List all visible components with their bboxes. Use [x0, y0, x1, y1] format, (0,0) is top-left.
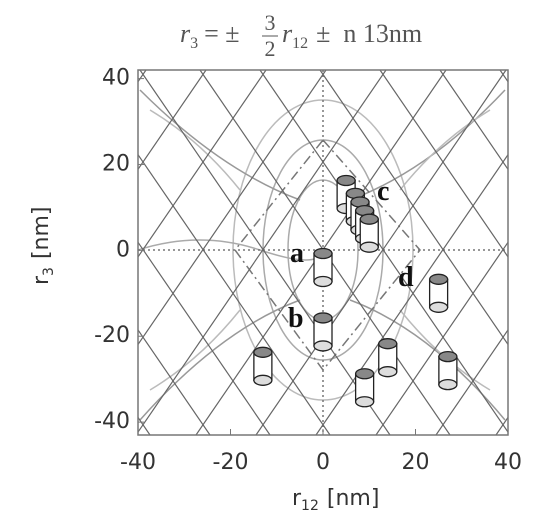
annotation: b [288, 303, 304, 334]
title-part: 12 [292, 35, 308, 52]
cylinder [314, 313, 332, 351]
cylinder-top [314, 313, 332, 323]
annotation: d [398, 262, 414, 293]
cylinder-bottom [254, 375, 272, 385]
cylinder-bottom [430, 302, 448, 312]
y-tick-label: -20 [94, 323, 130, 348]
x-tick-label: 0 [316, 450, 330, 475]
y-axis-label: r3[nm] [29, 206, 57, 285]
y-tick-label: 20 [102, 151, 130, 176]
cylinder-bottom [356, 397, 374, 407]
cylinder [254, 347, 272, 385]
label-part: [nm] [327, 486, 380, 511]
x-tick-label: 40 [494, 450, 522, 475]
x-tick-label: 20 [402, 450, 430, 475]
chart-title: r3= ± [180, 19, 240, 52]
y-tick-label: -40 [94, 409, 130, 434]
cylinder [314, 249, 332, 287]
cylinder [439, 352, 457, 390]
cylinder-top [439, 352, 457, 362]
label-part: 12 [301, 498, 319, 514]
cylinder-top [337, 176, 355, 186]
cylinder-bottom [439, 380, 457, 390]
title-den: 2 [265, 36, 276, 61]
y-tick-label: 40 [102, 66, 130, 91]
cylinder-bottom [360, 242, 378, 252]
title-part: ± n 13nm [316, 19, 422, 48]
cylinder [379, 339, 397, 377]
cylinder-top [360, 214, 378, 224]
cylinder-top [254, 347, 272, 357]
cylinder-top [356, 369, 374, 379]
label-part: 3 [41, 267, 57, 276]
cylinder-top [314, 249, 332, 259]
x-tick-label: -20 [213, 450, 249, 475]
cylinder [430, 274, 448, 312]
cylinder-bottom [314, 277, 332, 287]
title-part: 3 [190, 35, 198, 52]
title-num: 3 [265, 10, 276, 35]
x-axis-label: r12[nm] [292, 486, 379, 514]
annotation: a [290, 238, 304, 269]
cylinder-bottom [379, 367, 397, 377]
annotation: c [377, 176, 389, 207]
cylinder-top [379, 339, 397, 349]
y-tick-label: 0 [116, 237, 130, 262]
cylinder-top [430, 274, 448, 284]
title-part: = ± [204, 19, 239, 48]
cylinder-bottom [314, 341, 332, 351]
label-part: [nm] [29, 206, 54, 259]
x-tick-label: -40 [120, 450, 156, 475]
chart-title-rest: r12± n 13nm [282, 19, 422, 52]
chart: r3= ± 3 2 r12± n 13nm r12[nm] r3[nm] -40… [0, 0, 534, 519]
cylinder [360, 214, 378, 252]
cylinder [356, 369, 374, 407]
